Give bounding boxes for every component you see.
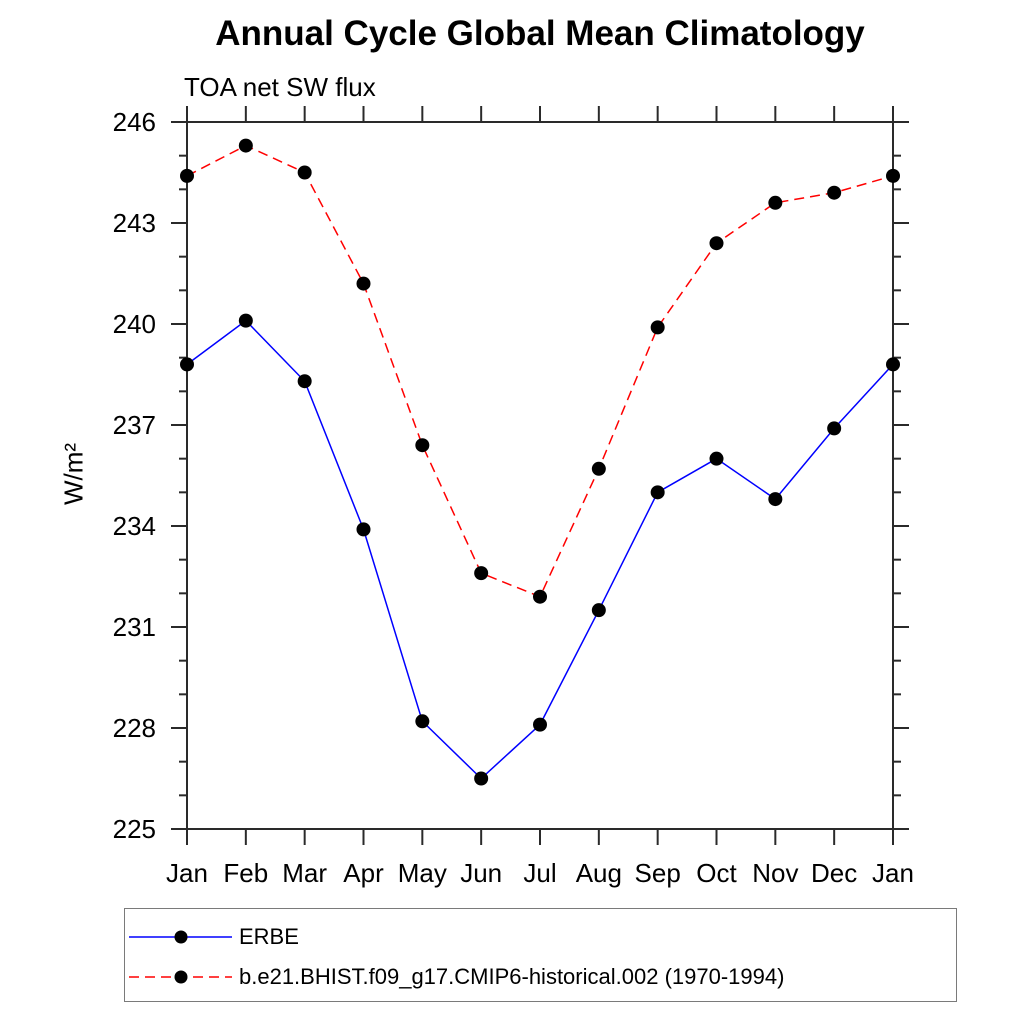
legend-marker-dot-icon [174,930,188,944]
legend-label-model: b.e21.BHIST.f09_g17.CMIP6-historical.002… [239,964,785,989]
x-axis-tick-label: Feb [223,858,268,888]
data-point-marker [356,276,371,291]
y-axis-tick-label: 228 [113,713,156,743]
legend-label-erbe: ERBE [239,924,299,949]
data-point-marker [356,522,371,537]
data-point-marker [180,357,194,372]
data-point-marker [533,589,547,604]
data-point-marker [415,714,430,729]
x-axis-tick-label: Jul [523,858,556,888]
data-point-marker [591,461,606,476]
data-point-marker [768,195,783,210]
data-point-marker [238,138,253,153]
data-point-marker [474,566,489,581]
data-point-marker [180,168,194,183]
data-point-marker [533,717,547,732]
axis-frame [186,121,894,830]
data-point-marker [238,313,253,328]
y-axis-tick-label: 225 [113,814,156,844]
data-point-marker [768,492,783,507]
y-axis-tick-label: 231 [113,612,156,642]
x-axis-tick-label: Sep [635,858,681,888]
data-point-marker [591,603,606,618]
legend-item-erbe: ERBE [129,924,299,950]
y-axis-tick-label: 237 [113,410,156,440]
x-axis-tick-label: Jan [166,858,208,888]
y-axis-tick-label: 240 [113,309,156,339]
data-point-marker [709,451,724,466]
x-axis-tick-label: Jan [872,858,914,888]
x-axis-tick-label: Mar [282,858,327,888]
legend-solid-line-icon [129,930,232,944]
legend-marker-dot-icon [174,970,188,984]
x-axis-tick-label: Nov [752,858,798,888]
data-point-marker [297,374,312,389]
data-point-marker [827,421,842,436]
y-axis-tick-label: 246 [113,107,156,137]
chart-title: Annual Cycle Global Mean Climatology [215,14,865,53]
y-axis-tick-label: 243 [113,208,156,238]
x-axis-tick-label: May [398,858,447,888]
data-point-marker [827,185,842,200]
x-axis-tick-label: Dec [811,858,857,888]
data-point-marker [415,438,430,453]
y-axis-tick-label: 234 [113,511,156,541]
series-line-erbe [186,319,894,780]
series-line-model [186,144,894,598]
data-point-marker [650,320,665,335]
x-axis-tick-label: Apr [343,858,384,888]
x-axis-tick-label: Jun [460,858,502,888]
legend: ERBE b.e21.BHIST.f09_g17.CMIP6-historica… [124,908,957,1002]
x-axis-tick-label: Oct [696,858,737,888]
data-point-marker [886,357,900,372]
data-point-marker [474,771,489,786]
data-point-marker [650,485,665,500]
legend-dashed-line-icon [129,970,232,984]
data-point-marker [886,168,900,183]
data-point-marker [709,236,724,251]
data-point-marker [297,165,312,180]
x-axis-tick-label: Aug [576,858,622,888]
legend-item-model: b.e21.BHIST.f09_g17.CMIP6-historical.002… [129,964,784,990]
chart-subtitle: TOA net SW flux [184,72,376,102]
